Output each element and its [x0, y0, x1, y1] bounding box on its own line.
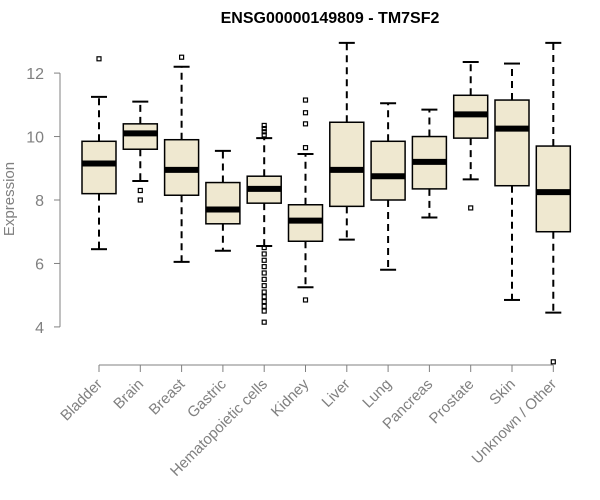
- outlier-point: [302, 110, 309, 116]
- outlier-point: [261, 264, 267, 270]
- chart-title: ENSG00000149809 - TM7SF2: [221, 10, 440, 27]
- outlier-point: [468, 205, 474, 211]
- outlier-point: [261, 251, 267, 257]
- outlier-point: [261, 270, 267, 276]
- y-axis-label: Expression: [1, 162, 18, 236]
- box-unknown-other: [535, 41, 572, 365]
- iqr-box: [205, 181, 241, 225]
- outlier-point: [302, 97, 309, 103]
- box-liver: [329, 41, 365, 241]
- outlier-point: [261, 244, 267, 251]
- outlier-point: [261, 294, 267, 300]
- x-tick-label: Bladder: [57, 376, 106, 425]
- x-tick-label: Lung: [359, 376, 395, 412]
- outlier-point: [302, 121, 309, 127]
- x-tick-label: Kidney: [268, 375, 313, 420]
- outlier-point: [261, 126, 267, 132]
- box-brain: [122, 100, 159, 203]
- outlier-point: [261, 257, 267, 263]
- outlier-point: [137, 197, 143, 203]
- outlier-point: [261, 289, 267, 295]
- y-tick-label: 10: [26, 130, 44, 147]
- iqr-box: [370, 140, 406, 201]
- outlier-point: [550, 359, 556, 365]
- outlier-point: [261, 298, 267, 305]
- iqr-box: [122, 123, 159, 150]
- outlier-point: [261, 308, 267, 314]
- box-bladder: [81, 56, 117, 251]
- y-tick-label: 12: [26, 66, 44, 83]
- box-series: [81, 41, 572, 365]
- outlier-point: [261, 319, 267, 325]
- outlier-point: [302, 297, 309, 303]
- outlier-point: [96, 56, 102, 62]
- y-tick-label: 8: [35, 193, 44, 210]
- box-kidney: [287, 97, 324, 303]
- y-tick-label: 6: [35, 256, 44, 273]
- outlier-point: [137, 187, 143, 194]
- box-breast: [163, 54, 200, 263]
- box-gastric: [205, 149, 241, 252]
- x-tick-label: Liver: [319, 376, 354, 411]
- outlier-point: [302, 145, 309, 151]
- outlier-point: [261, 276, 267, 282]
- outlier-point: [179, 54, 185, 60]
- x-tick-label: Prostate: [426, 376, 478, 428]
- box-hematopoietic-cells: [246, 122, 282, 325]
- iqr-box: [494, 99, 530, 187]
- outlier-point: [261, 129, 267, 135]
- y-tick-label: 4: [35, 320, 44, 337]
- outlier-point: [261, 303, 267, 309]
- x-tick-label: Skin: [486, 376, 519, 409]
- x-tick-label: Brain: [110, 376, 147, 413]
- box-pancreas: [411, 108, 448, 219]
- y-axis: 4 6 8 10 12: [26, 66, 61, 337]
- outlier-point: [261, 122, 267, 129]
- x-tick-label: Breast: [146, 375, 189, 418]
- outlier-point: [261, 283, 267, 289]
- box-prostate: [452, 60, 489, 211]
- box-lung: [370, 102, 406, 271]
- iqr-box: [81, 140, 117, 195]
- outlier-point: [261, 132, 267, 138]
- iqr-box: [535, 145, 572, 233]
- iqr-box: [329, 121, 365, 208]
- box-skin: [494, 62, 530, 301]
